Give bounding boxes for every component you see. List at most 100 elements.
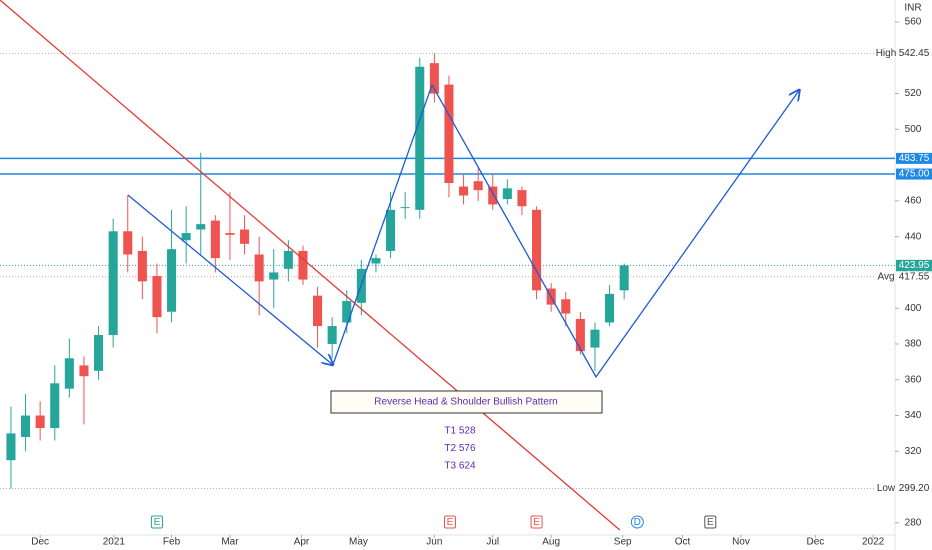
price-label: 299.20 (899, 483, 930, 494)
event-marker: E (150, 515, 163, 529)
candle-body (619, 265, 629, 291)
y-tick-label: 380 (905, 339, 922, 350)
price-label-box (896, 168, 932, 180)
event-label: E (707, 517, 714, 528)
candle-body (152, 275, 162, 318)
candle-body (64, 358, 74, 389)
candle-body (79, 365, 89, 377)
candle-body (313, 295, 323, 327)
price-label: 423.95 (899, 260, 930, 271)
price-tag: Avg (877, 271, 894, 282)
candle-body (240, 229, 250, 244)
candle-body (123, 231, 133, 255)
x-tick-label: Oct (675, 537, 691, 548)
candle-body (21, 415, 31, 437)
candle-body (327, 326, 337, 344)
x-tick-label: 2021 (103, 537, 126, 548)
trend-drawing (127, 194, 333, 365)
price-tag-box (876, 47, 895, 59)
x-tick-label: Apr (294, 537, 310, 548)
y-tick-label: 280 (905, 517, 922, 528)
price-label: 483.75 (899, 153, 930, 164)
candle-body (386, 209, 396, 251)
event-icon (443, 515, 456, 529)
candle-body (269, 272, 279, 280)
candle-body (575, 318, 585, 352)
event-marker: D (630, 515, 644, 529)
candle-body (181, 233, 191, 241)
x-tick-label: Jul (486, 537, 499, 548)
price-label-box (896, 152, 932, 164)
event-label: E (533, 517, 540, 528)
annotation-line: T1 528 (444, 426, 476, 437)
candle-body (196, 224, 206, 230)
candle-body (94, 335, 104, 371)
candle-body (473, 181, 483, 191)
y-tick-label: 460 (905, 196, 922, 207)
y-tick-label: 320 (905, 446, 922, 457)
x-tick-label: Aug (542, 537, 560, 548)
candle-body (459, 186, 469, 196)
event-icon (150, 515, 163, 529)
y-tick-label: 400 (905, 303, 922, 314)
x-tick-label: Nov (732, 537, 750, 548)
candle-body (532, 209, 542, 291)
trend-drawing (332, 83, 799, 379)
price-tag-box (876, 482, 895, 494)
x-tick-label: Feb (163, 537, 181, 548)
price-tag-box (876, 271, 895, 283)
y-tick-label: 360 (905, 374, 922, 385)
x-tick-label: May (349, 537, 368, 548)
candle-body (35, 415, 45, 429)
candle-body (298, 250, 308, 280)
candle-body (429, 63, 439, 94)
annotation-title: Reverse Head & Shoulder Bullish Pattern (374, 397, 557, 408)
event-icon (530, 515, 543, 529)
candle-body (561, 299, 571, 314)
y-tick-label: 520 (905, 88, 922, 99)
candle-body (400, 207, 410, 209)
x-tick-label: Mar (221, 537, 239, 548)
price-label: 417.55 (899, 271, 930, 282)
candle-body (210, 220, 220, 259)
candle-body (225, 233, 235, 235)
event-label: E (447, 517, 454, 528)
candle-body (167, 249, 177, 312)
candle-body (50, 383, 60, 429)
y-tick-label: 560 (905, 17, 922, 28)
candle-body (444, 84, 454, 183)
y-tick-label: 440 (905, 231, 922, 242)
event-label: D (634, 517, 641, 528)
candle-body (108, 231, 118, 336)
trend-drawing (0, 0, 621, 531)
candle-body (137, 250, 147, 282)
y-tick-label: 340 (905, 410, 922, 421)
candle-body (590, 329, 600, 348)
candle-body (605, 293, 615, 323)
event-icon (704, 515, 717, 529)
event-marker: E (704, 515, 717, 529)
x-tick-label: 2022 (862, 537, 885, 548)
event-marker: E (443, 515, 456, 529)
candle-body (6, 433, 16, 461)
price-label-box (896, 482, 932, 494)
x-tick-label: Sep (614, 537, 632, 548)
x-tick-label: Jun (426, 537, 442, 548)
candle-body (502, 188, 512, 200)
x-tick-label: Dec (31, 537, 49, 548)
currency: INR (904, 3, 921, 14)
annotation-box (330, 390, 603, 414)
candle-body (517, 190, 527, 207)
candle-body (283, 250, 293, 269)
annotation-line: T3 624 (444, 461, 476, 472)
annotation-line: T2 576 (444, 443, 476, 454)
x-tick-label: Dec (807, 537, 825, 548)
candle-body (415, 66, 425, 210)
event-label: E (154, 517, 161, 528)
price-label-box (896, 47, 932, 59)
candle-body (488, 186, 498, 205)
event-icon (630, 515, 644, 529)
price-label-box (896, 271, 932, 283)
